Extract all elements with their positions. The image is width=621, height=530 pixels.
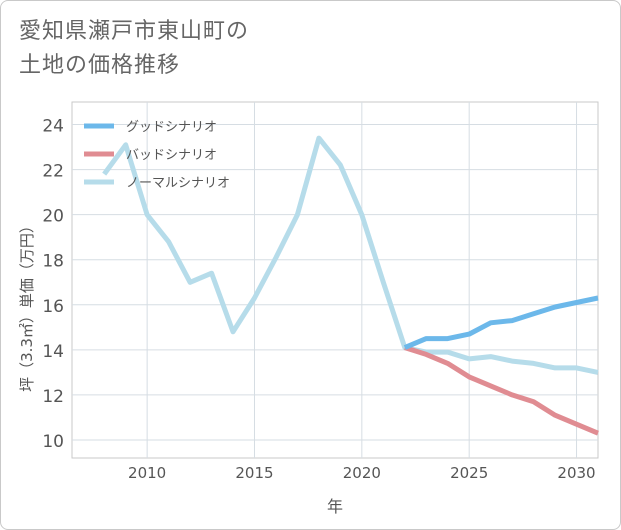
y-tick-label: 16: [42, 297, 64, 317]
legend-label-normal: ノーマルシナリオ: [126, 176, 230, 191]
chart-title-line-2: 土地の価格推移: [19, 53, 181, 78]
legend-label-bad: バッドシナリオ: [126, 148, 217, 163]
y-axis-label: 坪（3.3㎡）単価（万円）: [18, 218, 36, 392]
x-tick-label: 2010: [128, 464, 166, 482]
series-line-good: [403, 295, 599, 350]
series-line-bad: [404, 345, 599, 436]
y-axis-ticks: 10 12 14 16 18 20 22 24: [42, 117, 64, 452]
x-tick-label: 2030: [557, 464, 595, 482]
chart-title: 愛知県瀬戸市東山町の 土地の価格推移: [19, 15, 249, 83]
series-line-normal: [102, 135, 599, 375]
x-tick-label: 2015: [235, 464, 273, 482]
y-tick-label: 12: [42, 387, 64, 407]
x-tick-label: 2020: [343, 464, 381, 482]
x-axis-label: 年: [327, 497, 343, 516]
y-tick-label: 20: [42, 207, 64, 227]
y-tick-label: 14: [42, 342, 64, 362]
x-tick-label: 2025: [450, 464, 488, 482]
y-tick-label: 24: [42, 117, 64, 137]
chart-title-line-1: 愛知県瀬戸市東山町の: [19, 19, 250, 44]
series-layer: [102, 135, 599, 436]
x-axis-ticks: 2010 2015 2020 2025 2030: [128, 464, 596, 482]
y-tick-label: 18: [42, 252, 64, 272]
y-tick-label: 22: [42, 162, 64, 182]
legend-label-good: グッドシナリオ: [126, 120, 217, 135]
y-tick-label: 10: [42, 432, 64, 452]
